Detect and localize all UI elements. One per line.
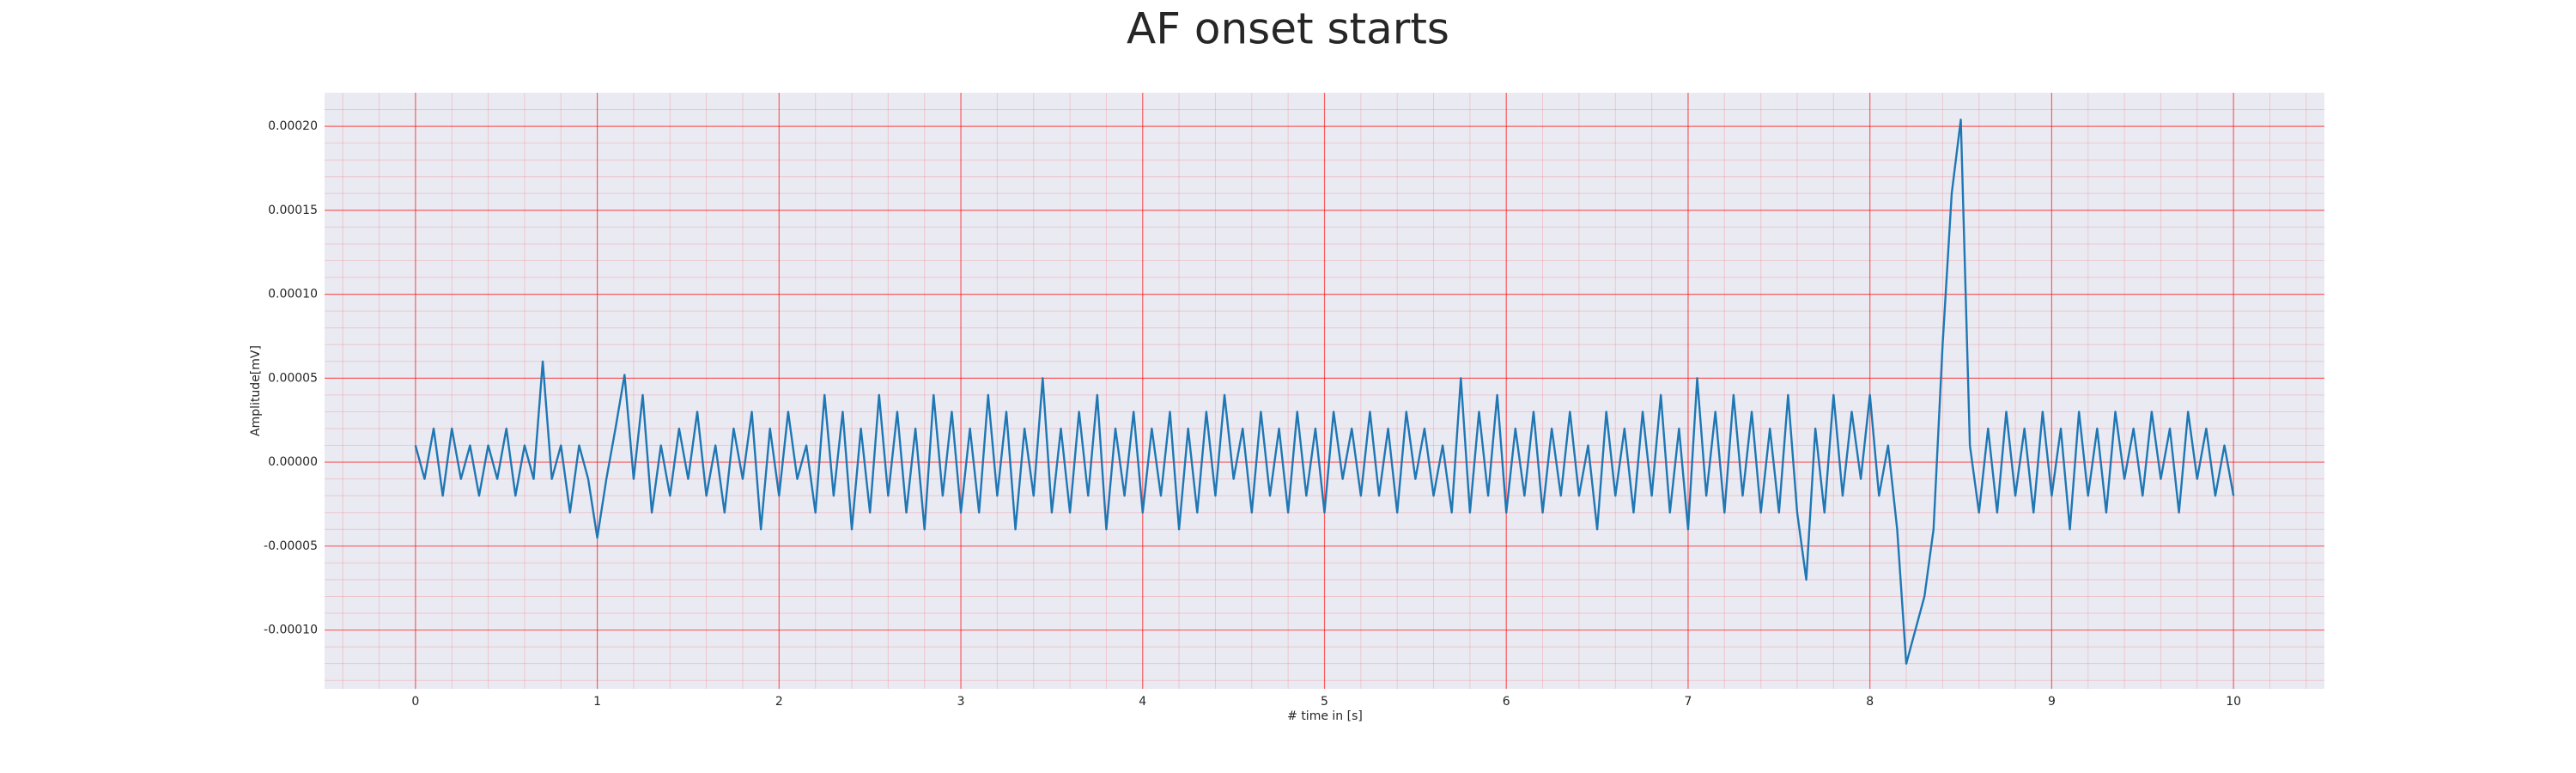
x-tick-label: 10: [2226, 695, 2241, 709]
y-tick-label: 0.00005: [268, 371, 318, 385]
x-tick-label: 5: [1321, 695, 1328, 709]
grid: [325, 93, 2324, 689]
x-tick-label: 3: [957, 695, 965, 709]
x-tick-label: 8: [1866, 695, 1874, 709]
y-tick-label: 0.00020: [268, 119, 318, 133]
y-tick-label: -0.00010: [264, 624, 318, 637]
x-tick-label: 9: [2048, 695, 2056, 709]
x-tick-label: 1: [593, 695, 601, 709]
x-axis-label: # time in [s]: [1287, 709, 1363, 723]
y-tick-label: -0.00005: [264, 539, 318, 553]
x-tick-label: 4: [1139, 695, 1146, 709]
x-tick-label: 7: [1684, 695, 1692, 709]
chart-title: AF onset starts: [1127, 4, 1449, 54]
x-tick-label: 0: [411, 695, 419, 709]
x-tick-label: 6: [1503, 695, 1510, 709]
signal-line: [414, 119, 2235, 665]
y-tick-label: 0.00015: [268, 204, 318, 217]
y-axis-label: Amplitude[mV]: [249, 345, 263, 436]
y-tick-label: 0.00000: [268, 455, 318, 469]
x-tick-label: 2: [775, 695, 783, 709]
y-tick-label: 0.00010: [268, 288, 318, 301]
